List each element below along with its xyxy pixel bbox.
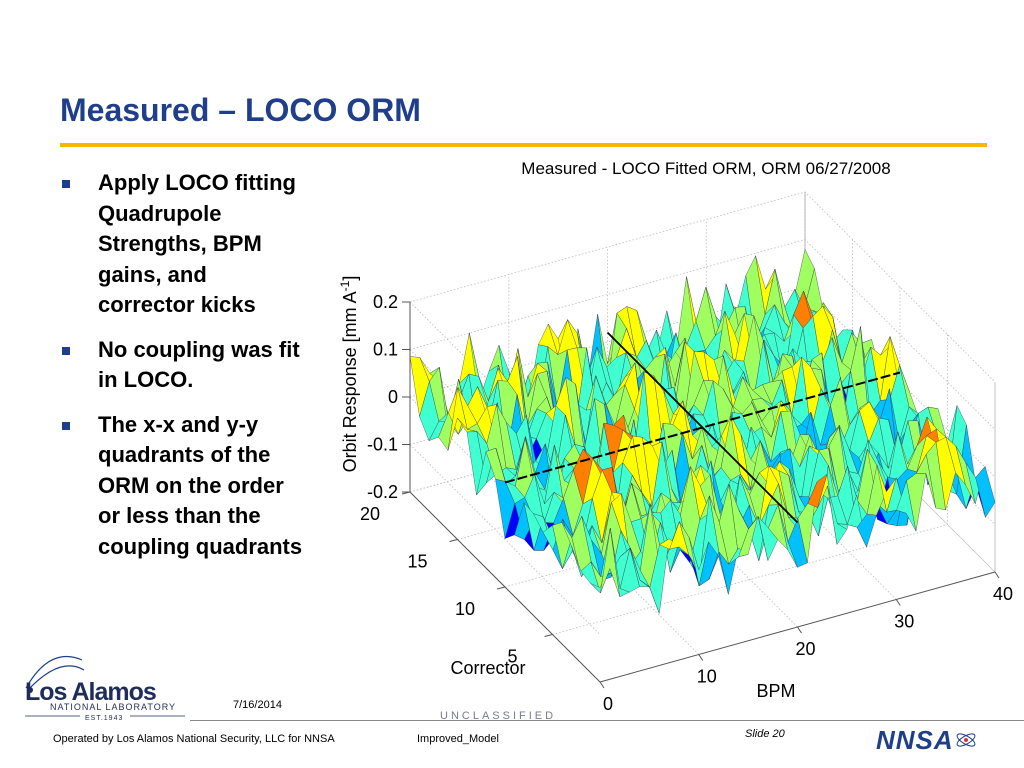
quadrant-line <box>606 331 799 524</box>
slide-title: Measured – LOCO ORM <box>60 92 421 128</box>
y-tick-label: 20 <box>360 504 380 524</box>
x-tick-label: 20 <box>795 639 815 659</box>
y-tick-label: 5 <box>507 647 517 667</box>
z-tick-label: -0.2 <box>367 482 398 502</box>
z-tick-label: 0.1 <box>373 340 398 360</box>
chart-axes: 0 10 20 30 40 5 10 15 20 0.2 0.1 0 -0.1 -0.2 <box>360 292 1013 714</box>
y-tick <box>449 539 458 542</box>
bullet-square-icon <box>62 421 70 430</box>
lanl-established: EST.1943 <box>85 715 124 722</box>
bullet-square-icon <box>62 346 70 355</box>
file-name: Improved_Model <box>417 733 499 745</box>
lanl-logo <box>20 650 190 728</box>
nnsa-atom-icon <box>956 733 976 747</box>
y-tick-label: 10 <box>455 599 475 619</box>
x-tick-label: 40 <box>993 584 1013 604</box>
bullet-item: No coupling was fit in LOCO. <box>60 335 345 396</box>
x-tick-label: 10 <box>697 667 717 687</box>
footer-rule <box>190 720 1024 721</box>
slide-number: Slide 20 <box>745 728 785 740</box>
x-tick <box>698 654 704 661</box>
bullet-item: Apply LOCO fitting Quadrupole Strengths,… <box>60 168 345 321</box>
nnsa-wordmark: NNSA <box>876 725 954 755</box>
bullet-square-icon <box>62 180 70 188</box>
chart-surface <box>409 248 996 614</box>
y-tick-label: 15 <box>407 552 427 572</box>
y-axis-label: Corrector <box>450 658 525 678</box>
y-tick <box>544 634 553 637</box>
y-gridline <box>552 334 948 635</box>
quadrant-line <box>504 371 901 484</box>
bullet-list: Apply LOCO fitting Quadrupole Strengths,… <box>60 168 345 576</box>
x-tick-label: 30 <box>894 612 914 632</box>
z-axis-label: Orbit Response [mm A-1] <box>338 276 360 473</box>
x-tick-label: 0 <box>603 694 613 710</box>
bullet-text: Apply LOCO fitting Quadrupole Strengths,… <box>98 170 296 317</box>
classification-label: UNCLASSIFIED <box>440 710 557 722</box>
x-tick <box>599 681 605 689</box>
orm-surface-chart: 0 10 20 30 40 5 10 15 20 0.2 0.1 0 -0.1 -0.2 Measured… <box>330 150 1024 714</box>
y-tick <box>496 586 506 590</box>
x-tick <box>797 626 802 634</box>
x-axis-label: BPM <box>756 681 795 701</box>
z-gridline <box>409 444 601 635</box>
bullet-text: No coupling was fit in LOCO. <box>98 336 300 393</box>
z-tick-label: 0 <box>388 387 398 407</box>
x-tick <box>994 571 1000 579</box>
footer-date: 7/16/2014 <box>233 699 282 711</box>
lanl-swoosh-icon <box>25 655 185 717</box>
lanl-name: Los Alamos <box>25 678 157 706</box>
operated-by-text: Operated by Los Alamos National Security… <box>53 733 335 745</box>
x-tick <box>895 599 901 606</box>
z-tick-label: -0.1 <box>367 435 398 455</box>
chart-title: Measured - LOCO Fitted ORM, ORM 06/27/20… <box>521 159 890 178</box>
z-tick-label: 0.2 <box>373 292 398 312</box>
bullet-item: The x-x and y-y quadrants of the ORM on … <box>60 410 345 563</box>
lanl-subtitle: NATIONAL LABORATORY <box>50 702 177 712</box>
surface-patch <box>975 466 996 518</box>
bullet-text: The x-x and y-y quadrants of the ORM on … <box>98 411 303 559</box>
title-rule <box>60 143 987 147</box>
nnsa-logo <box>870 722 980 758</box>
